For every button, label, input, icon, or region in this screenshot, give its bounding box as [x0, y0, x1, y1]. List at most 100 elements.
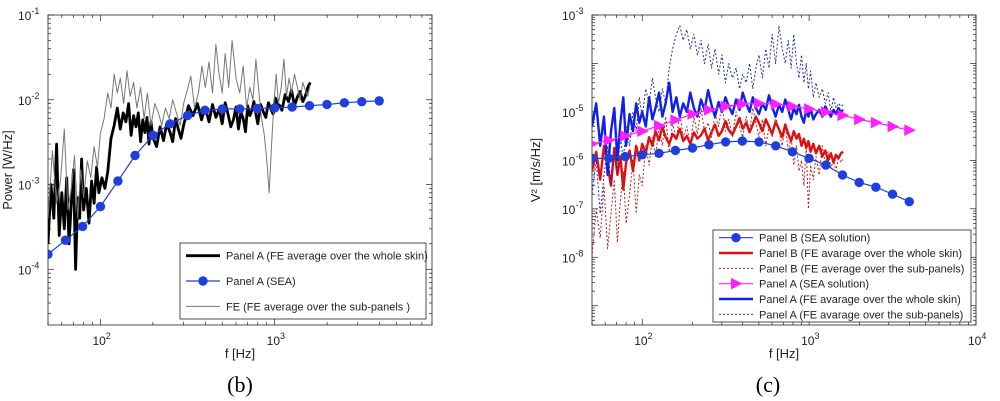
- chart-b-series-1-point: [130, 150, 140, 161]
- chart-c-x-tick-exp: 2: [648, 331, 653, 341]
- chart-b-y-tick-base: 10: [18, 263, 32, 277]
- chart-c-legend: Panel B (SEA solution) Panel B (FE avarag…: [712, 229, 972, 323]
- chart-c-y-tick-base: 10: [562, 9, 576, 23]
- chart-c-y-tick-base: 10: [562, 106, 576, 120]
- chart-c-series-0-point: [670, 145, 681, 156]
- chart-b-series-1-point: [339, 98, 350, 108]
- chart-b-series-1-point: [357, 96, 367, 107]
- chart-c-series-3-point: [887, 120, 900, 133]
- chart-c-y-tick-label: 10-8: [562, 248, 583, 265]
- chart-c-x-tick-base: 10: [634, 334, 648, 348]
- chart-c-legend-label: Panel A (SEA solution): [759, 279, 869, 291]
- chart-c-series-0-point: [592, 153, 597, 164]
- chart-c-y-tick-exp: -3: [575, 6, 583, 16]
- chart-b-series-1-point: [60, 235, 71, 245]
- chart-c-ylabel: V² [m/s/Hz]: [528, 138, 543, 202]
- chart-b-y-tick-exp: -3: [31, 176, 39, 186]
- chart-c-legend-marker: [731, 232, 741, 243]
- chart-c-plot-area: [592, 25, 916, 258]
- chart-c-y-tick-label: 10-7: [562, 200, 583, 217]
- chart-c-series-3-point: [637, 125, 649, 137]
- chart-b-legend: Panel A (FE average over the whole skin)…: [179, 242, 428, 320]
- chart-b-series-1-point: [165, 119, 175, 129]
- chart-c-y-tick-base: 10: [562, 154, 576, 168]
- chart-c-x-tick-label: 103: [801, 331, 819, 348]
- chart-b-legend-box: [179, 242, 427, 320]
- chart-b-y-tick-base: 10: [18, 94, 32, 108]
- chart-c-series-0-point: [704, 140, 714, 150]
- chart-c-series-3-point: [854, 113, 866, 126]
- chart-c-y-tick-base: 10: [562, 203, 576, 217]
- chart-c-x-tick-exp: 4: [981, 331, 986, 341]
- chart-c-legend-label: Panel B (SEA solution): [759, 233, 870, 245]
- chart-c-series-0-point: [854, 177, 864, 188]
- chart-c-series-3-point: [804, 103, 816, 115]
- chart-b-series-1-point: [113, 176, 123, 186]
- chart-c-legend-label: Panel B (FE avarage over the whole skin): [759, 248, 962, 260]
- chart-b-series-1-point: [95, 201, 106, 212]
- chart-b-series-1-point: [235, 104, 245, 114]
- chart-c-y-tick-exp: -5: [575, 103, 583, 113]
- chart-b-legend-label: FE (FE average over the sub-panels ): [226, 301, 410, 313]
- chart-b-x-tick-label: 102: [92, 331, 110, 348]
- chart-b-ylabel: Power [W/Hz]: [0, 130, 15, 209]
- chart-b-x-tick-exp: 2: [106, 331, 111, 341]
- chart-b-legend-label: Panel A (SEA): [226, 276, 296, 288]
- chart-c-legend-label: Panel A (FE avarage over the sub-panels): [759, 309, 963, 321]
- chart-c-series-0-point: [821, 160, 831, 170]
- chart-c-x-tick-base: 10: [801, 334, 815, 348]
- chart-c-series-0-point: [804, 153, 814, 164]
- chart-c-series-3-point: [687, 108, 700, 120]
- chart-b-y-tick-exp: -4: [31, 260, 39, 270]
- chart-c-series-0-point: [620, 151, 630, 162]
- chart-b-plot-area: [48, 40, 384, 271]
- chart-b-series-1-point: [200, 105, 210, 116]
- chart-c-y-tick-exp: -6: [575, 151, 583, 161]
- chart-c-series-0-point: [887, 189, 898, 199]
- chart-c-series-3-point: [720, 100, 733, 113]
- chart-b-legend-label: Panel A (FE average over the whole skin): [226, 251, 428, 263]
- chart-c-series-4-line: [592, 81, 844, 177]
- chart-b-y-tick-exp: -1: [31, 6, 39, 16]
- chart-c-series-3-point: [592, 140, 599, 148]
- chart-b-series-0-line: [48, 81, 312, 271]
- chart-c-series-3-point: [603, 134, 616, 147]
- chart-b-x-tick-label: 103: [267, 331, 285, 348]
- chart-c-series-3-point: [737, 98, 749, 110]
- chart-c-series-0-point: [837, 170, 848, 180]
- chart-c-series-3-point: [703, 104, 716, 116]
- chart-c-series-0-point: [637, 150, 647, 160]
- chart-c-series-0-point: [771, 141, 781, 151]
- chart-b-x-tick-exp: 3: [280, 331, 285, 341]
- chart-c-series-0-point: [654, 148, 664, 158]
- chart-c-series-1-line: [592, 115, 844, 191]
- chart-c-series-3-point: [754, 97, 766, 110]
- chart-c-x-tick-base: 10: [968, 334, 982, 348]
- chart-c-series-0-point: [720, 137, 731, 147]
- chart-c-x-tick-label: 102: [634, 331, 652, 348]
- chart-c-series-3-point: [787, 100, 800, 113]
- chart-c-series-0-point: [904, 197, 914, 207]
- chart-b-x-tick-base: 10: [267, 334, 281, 348]
- chart-c-xlabel: f [Hz]: [769, 346, 799, 361]
- chart-b-y-tick-exp: -2: [31, 91, 39, 101]
- chart-b-caption: (b): [227, 372, 253, 397]
- chart-c-series-3-point: [870, 116, 883, 129]
- chart-b-series-1-point: [77, 221, 88, 232]
- chart-c-series-2-line: [592, 102, 844, 258]
- chart-c-series-0-point: [871, 182, 881, 192]
- chart-c-series-0-point: [687, 143, 698, 153]
- chart-b-series-1-point: [252, 103, 262, 114]
- chart-c-series-3-point: [837, 109, 850, 122]
- chart-b-series-1-point: [374, 96, 384, 106]
- chart-c-legend-marker: [731, 277, 743, 290]
- chart-b-series-1-point: [217, 104, 228, 114]
- chart-b-series-2-line: [48, 40, 311, 219]
- chart-c-caption: (c): [756, 372, 780, 397]
- chart-c-series-3-point: [653, 119, 666, 132]
- chart-c-legend-label: Panel B (FE average over the sub-panels): [759, 263, 964, 275]
- chart-c-series-3-point: [904, 124, 916, 136]
- chart-b-series-1-point: [182, 110, 193, 121]
